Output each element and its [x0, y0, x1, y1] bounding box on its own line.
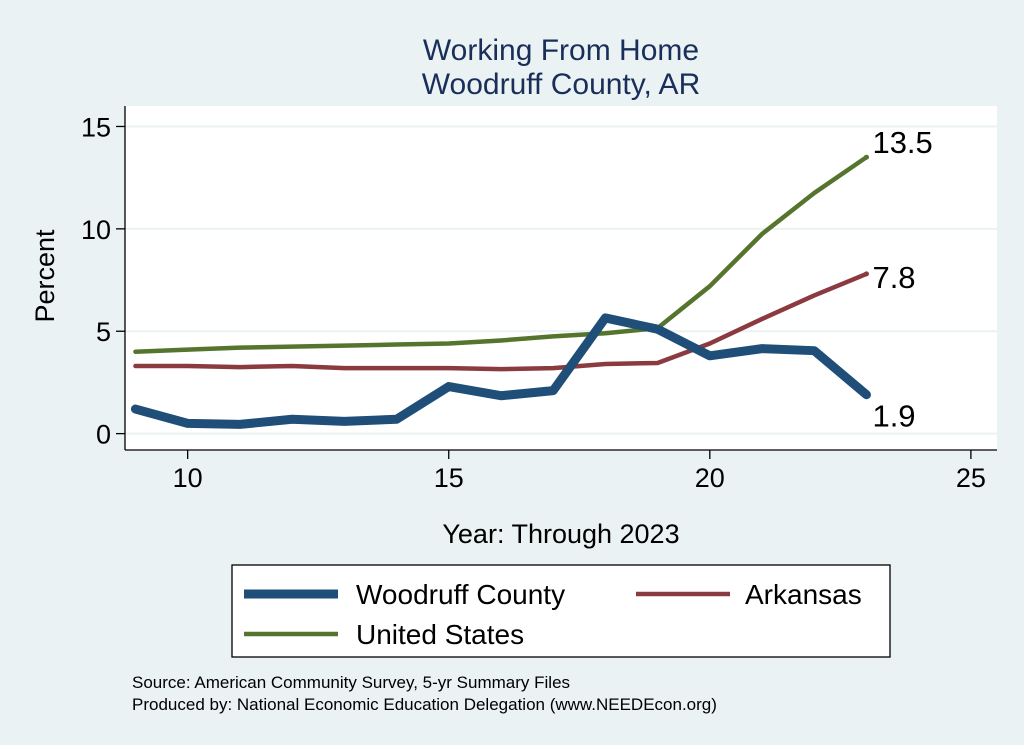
chart-title-line-2: Woodruff County, AR — [422, 68, 700, 101]
axes: 0 5 10 15 10 15 20 25 — [81, 106, 997, 493]
y-tick-label: 15 — [81, 112, 111, 142]
end-label: 7.8 — [872, 260, 915, 295]
end-label: 13.5 — [872, 125, 932, 160]
series-line-arkansas — [133, 271, 869, 372]
legend-label: United States — [356, 619, 524, 650]
gridlines — [125, 125, 997, 435]
legend-label: Woodruff County — [356, 579, 565, 610]
series-line-united-states — [133, 154, 869, 354]
end-label: 1.9 — [872, 399, 915, 434]
x-axis-title: Year: Through 2023 — [442, 519, 679, 549]
source-line-1: Source: American Community Survey, 5-yr … — [132, 673, 570, 692]
series-end-point — [863, 154, 869, 160]
series-line-woodruff-county — [130, 313, 871, 429]
chart-title-line-1: Working From Home — [423, 34, 699, 67]
series-end-point — [863, 392, 869, 398]
legend-label: Arkansas — [745, 579, 862, 610]
x-tick-label: 20 — [695, 463, 725, 493]
x-tick-label: 10 — [173, 463, 203, 493]
source-line-2: Produced by: National Economic Education… — [132, 695, 717, 714]
y-tick-label: 5 — [96, 317, 111, 347]
y-tick-label: 0 — [96, 420, 111, 450]
series-lines — [130, 154, 871, 429]
x-tick-label: 25 — [956, 463, 986, 493]
series-end-point — [863, 271, 869, 277]
legend-box — [231, 564, 891, 658]
y-axis-title: Percent — [30, 229, 60, 323]
y-tick-label: 10 — [81, 215, 111, 245]
legend: Woodruff County Arkansas United States — [244, 579, 862, 650]
x-tick-label: 15 — [434, 463, 464, 493]
end-labels: 1.9 7.8 13.5 — [872, 125, 932, 434]
